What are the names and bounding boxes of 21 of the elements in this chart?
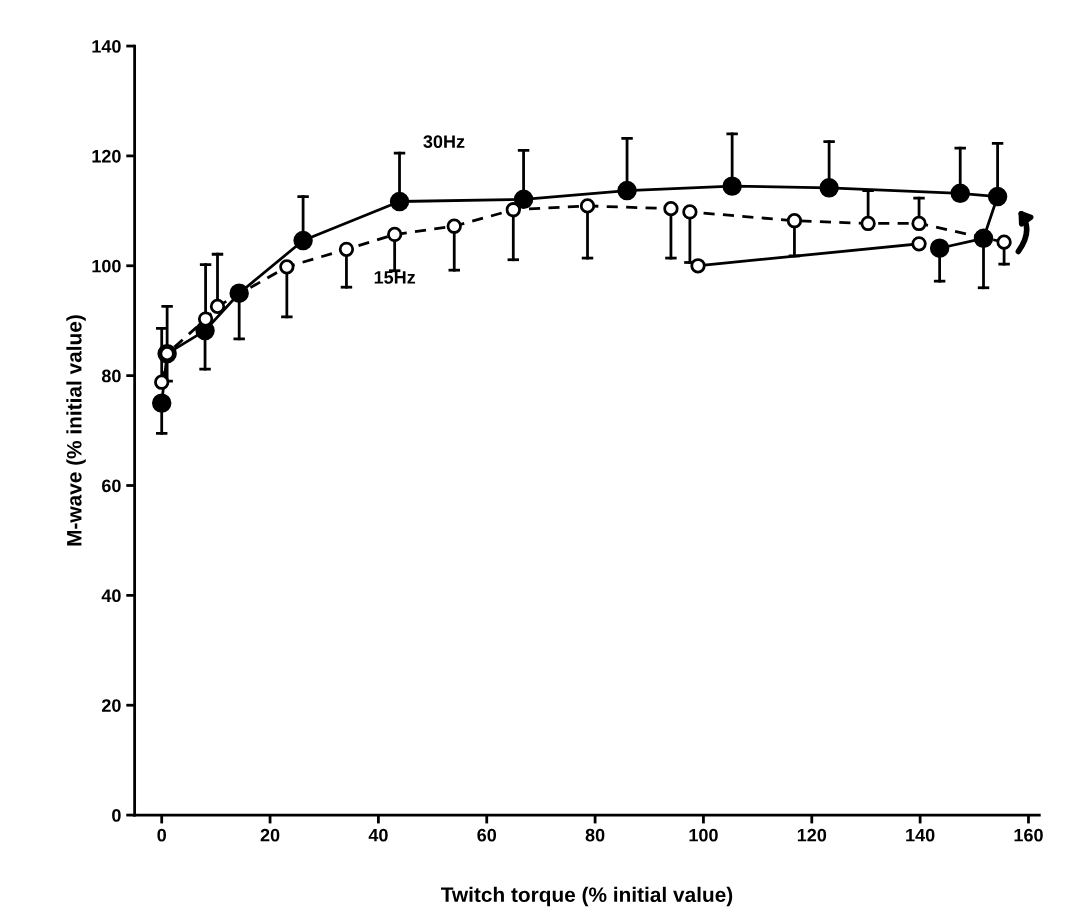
x-tick-label: 60 — [477, 828, 497, 842]
y-axis-title: M-wave (% initial value) — [66, 315, 86, 546]
y-tick-label: 140 — [92, 39, 121, 53]
y-tick-label: 60 — [102, 479, 121, 493]
y-tick-label: 80 — [101, 369, 121, 383]
x-tick-label: 120 — [797, 828, 827, 842]
x-tick-label: 20 — [260, 828, 280, 842]
x-axis-title: Twitch torque (% initial value) — [440, 886, 733, 907]
x-tick-label: 160 — [1014, 828, 1043, 842]
series-label: 15Hz — [374, 271, 416, 284]
y-tick-label: 0 — [112, 809, 121, 822]
x-tick-label: 0 — [157, 828, 166, 842]
y-tick-label: 100 — [92, 259, 121, 273]
y-tick-label: 120 — [92, 149, 121, 163]
x-tick-label: 140 — [906, 828, 935, 842]
y-tick-label: 40 — [101, 589, 121, 603]
x-tick-label: 40 — [368, 828, 388, 842]
text: 30Hz — [423, 135, 465, 149]
y-tick-label: 20 — [101, 699, 121, 712]
x-tick-label: 100 — [689, 828, 718, 842]
x-tick-label: 80 — [585, 828, 605, 842]
